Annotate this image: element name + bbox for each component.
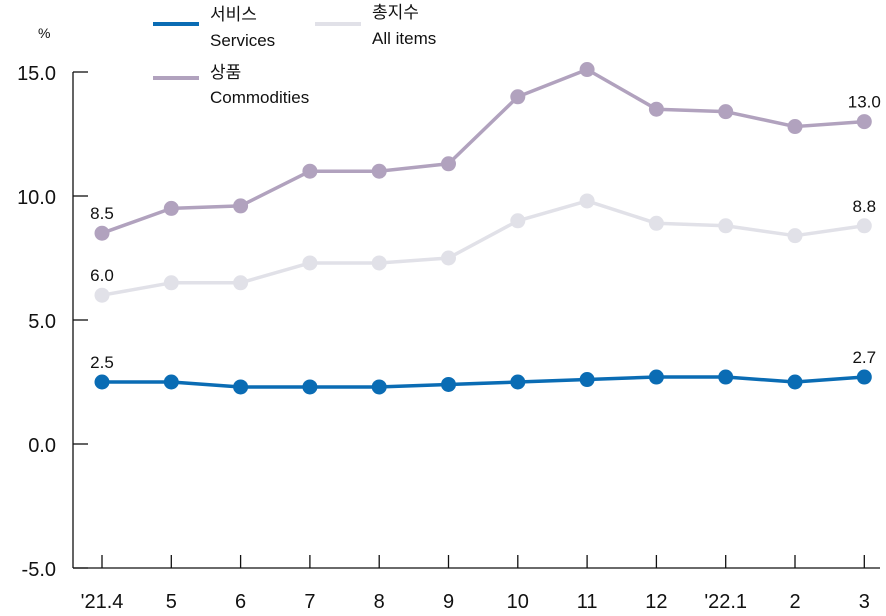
data-label: 8.5 [90,204,114,223]
data-point [718,218,734,234]
y-tick-label: 5.0 [28,311,56,333]
data-point [302,163,318,179]
series-commodities [94,62,872,241]
data-point [233,198,249,214]
y-tick-label: 0.0 [28,435,56,457]
data-point [302,255,318,271]
series-line-commodities [101,67,865,235]
data-point [510,374,526,390]
data-point [441,376,456,392]
x-tick-label: 10 [507,591,529,613]
data-point [856,218,872,234]
legend-label-ko: 총지수 [372,3,419,22]
data-point [371,255,387,271]
chart-axes: % 15.0 10.0 5.0 0.0 -5.0 '21.4 5 6 7 8 9 10 11 12 '22.1… [17,25,880,613]
y-tick-label: 10.0 [17,187,56,209]
data-point [233,379,249,395]
data-point [579,193,595,209]
x-tick-label: 11 [577,591,598,613]
data-point [371,379,387,395]
y-tick-label: -5.0 [22,559,56,581]
data-labels-layer: 6.0 8.8 8.5 13.0 2.5 2.7 [90,93,881,372]
data-point [579,62,595,78]
data-point [787,228,803,244]
data-point [94,225,110,241]
x-tick-label: 8 [374,591,385,613]
data-point [856,369,872,385]
x-tick-label: 7 [304,591,315,613]
data-point [579,372,595,388]
data-point [302,379,318,395]
x-tick-label: 3 [859,591,870,613]
data-point [163,374,179,390]
x-tick-label: 2 [789,591,800,613]
series-services [94,369,872,395]
series-line-services [102,375,865,389]
y-tick-label: 15.0 [17,63,56,85]
data-point [787,119,803,135]
chart-legend: 서비스 Services 총지수 All items 상품 Commodities [153,3,436,107]
legend-label-en: All items [372,29,436,48]
data-label: 13.0 [848,93,881,112]
data-point [718,104,734,120]
data-point [648,215,664,231]
x-tick-label: '21.4 [81,591,124,613]
x-tick-label: 5 [166,591,177,613]
legend-label-ko: 서비스 [210,5,257,24]
data-label: 6.0 [90,266,114,285]
data-label: 2.7 [852,348,876,367]
x-tick-label: 6 [235,591,246,613]
data-point [94,374,110,390]
data-point [163,275,179,291]
data-point [233,275,249,291]
legend-item-all-items: 총지수 All items [315,3,436,48]
data-point [510,213,526,229]
series-all-items [94,193,872,303]
legend-label-en: Commodities [210,88,309,107]
data-point [718,369,734,385]
data-point [441,250,456,266]
data-point [787,374,803,390]
series-line-all-items [101,199,865,297]
data-point [648,369,664,385]
data-point [371,163,387,179]
series-layer [94,62,872,395]
data-label: 2.5 [90,353,114,372]
legend-label-ko: 상품 [210,63,241,82]
data-point [163,200,179,216]
legend-item-commodities: 상품 Commodities [153,63,309,107]
y-axis-unit: % [38,25,50,41]
data-point [856,114,872,130]
legend-label-en: Services [210,31,275,50]
x-tick-label: 9 [443,591,454,613]
data-point [441,156,456,172]
legend-item-services: 서비스 Services [153,5,275,50]
x-tick-label: '22.1 [704,591,747,613]
data-point [510,89,526,105]
x-tick-label: 12 [645,591,667,613]
data-label: 8.8 [852,197,876,216]
data-point [94,287,110,303]
data-point [648,101,664,117]
